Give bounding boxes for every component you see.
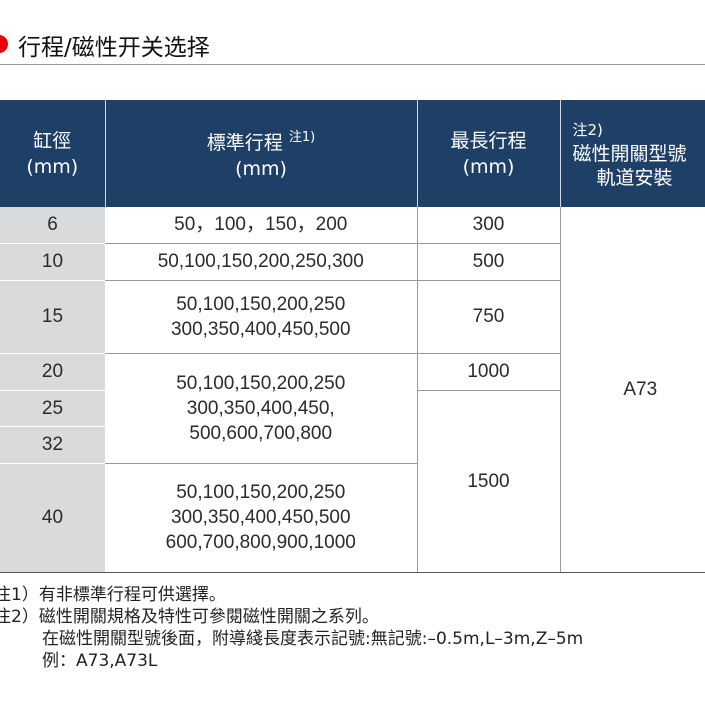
- footnote-2: 注2）磁性開關規格及特性可參閱磁性開關之系列。: [0, 607, 379, 627]
- header-switch-mount: 軌道安裝: [596, 166, 673, 189]
- stroke-line: 50,100,150,200,250: [176, 293, 346, 315]
- bore-cell: 25: [0, 390, 105, 427]
- stroke-cell: 50,100,150,200,250 300,350,400,450,500: [105, 280, 418, 354]
- table-row: 10 50,100,150,200,250,300 500: [0, 243, 705, 281]
- header-stroke-note: 注1): [288, 130, 316, 145]
- table-row: 32: [0, 426, 705, 464]
- footnote-1: 注1）有非標準行程可供選擇。: [0, 585, 226, 605]
- stroke-line: 500,600,700,800: [189, 422, 333, 444]
- stroke-line: 50,100,150,200,250: [176, 372, 346, 394]
- section-title: 行程/磁性开关选择: [18, 35, 210, 61]
- table-row: 40 50,100,150,200,250 300,350,400,450,50…: [0, 463, 705, 573]
- footnote-2-example: 例：A73,A73L: [42, 651, 158, 671]
- header-max-unit: (mm): [462, 155, 515, 178]
- table-row: 15 50,100,150,200,250 300,350,400,450,50…: [0, 280, 705, 354]
- footnote-2-detail: 在磁性開關型號後面，附導綫長度表示記號:無記號:–0.5m,L–3m,Z–5m: [42, 629, 584, 649]
- stroke-line: 600,700,800,900,1000: [165, 532, 356, 553]
- bore-cell: 40: [0, 463, 105, 573]
- header-bore-unit: (mm): [26, 155, 79, 178]
- switch-model-cell: A73: [560, 207, 705, 573]
- header-max-stroke: 最長行程 (mm): [417, 100, 561, 207]
- max-stroke-cell: 1000: [417, 353, 561, 391]
- bore-cell: 32: [0, 426, 105, 464]
- header-stroke: 標準行程 注1) (mm): [105, 100, 418, 207]
- header-stroke-label: 標準行程: [206, 132, 283, 154]
- bore-cell: 10: [0, 243, 105, 281]
- header-switch-note: 注2): [572, 120, 603, 139]
- header-bore-label: 缸徑: [33, 129, 72, 152]
- stroke-cell: 50,100,150,200,250 300,350,400,450,500 6…: [105, 463, 418, 573]
- stroke-line: 300,350,400,450,500: [170, 318, 351, 340]
- stroke-cell: 50，100，150，200: [105, 207, 418, 244]
- stroke-spec-table: 缸徑 (mm) 標準行程 注1) (mm) 最長行程 (mm) 注2) 磁性開關…: [0, 100, 705, 573]
- bore-cell: 6: [0, 207, 105, 244]
- stroke-line: 300,350,400,450,: [186, 397, 335, 419]
- heading-divider: [0, 64, 705, 65]
- header-bore: 缸徑 (mm): [0, 100, 106, 207]
- table-row: 6 50，100，150，200 300 A73: [0, 207, 705, 573]
- max-stroke-cell: 300: [417, 207, 561, 244]
- max-stroke-cell: 500: [417, 243, 561, 281]
- footnotes: 注1）有非標準行程可供選擇。 注2）磁性開關規格及特性可參閱磁性開關之系列。 在…: [0, 584, 583, 672]
- max-stroke-cell: 1500: [417, 390, 561, 573]
- header-switch-label: 磁性開關型號: [572, 142, 687, 165]
- max-stroke-cell: 750: [417, 280, 561, 354]
- header-switch: 注2) 磁性開關型號 軌道安裝: [560, 100, 705, 207]
- header-max-label: 最長行程: [450, 129, 527, 152]
- table-header-row: 缸徑 (mm) 標準行程 注1) (mm) 最長行程 (mm) 注2) 磁性開關…: [0, 100, 705, 207]
- bore-cell: 20: [0, 353, 105, 391]
- stroke-cell: 50,100,150,200,250,300: [105, 243, 418, 281]
- table-row: 20 50,100,150,200,250 300,350,400,450, 5…: [0, 353, 705, 464]
- stroke-line: 50,100,150,200,250: [176, 482, 346, 503]
- header-stroke-unit: (mm): [235, 158, 287, 180]
- stroke-line: 300,350,400,450,500: [170, 507, 351, 528]
- red-bullet-icon: [0, 35, 8, 53]
- bore-cell: 15: [0, 280, 105, 354]
- stroke-cell: 50,100,150,200,250 300,350,400,450, 500,…: [105, 353, 418, 464]
- table-row: 25 1500: [0, 390, 705, 573]
